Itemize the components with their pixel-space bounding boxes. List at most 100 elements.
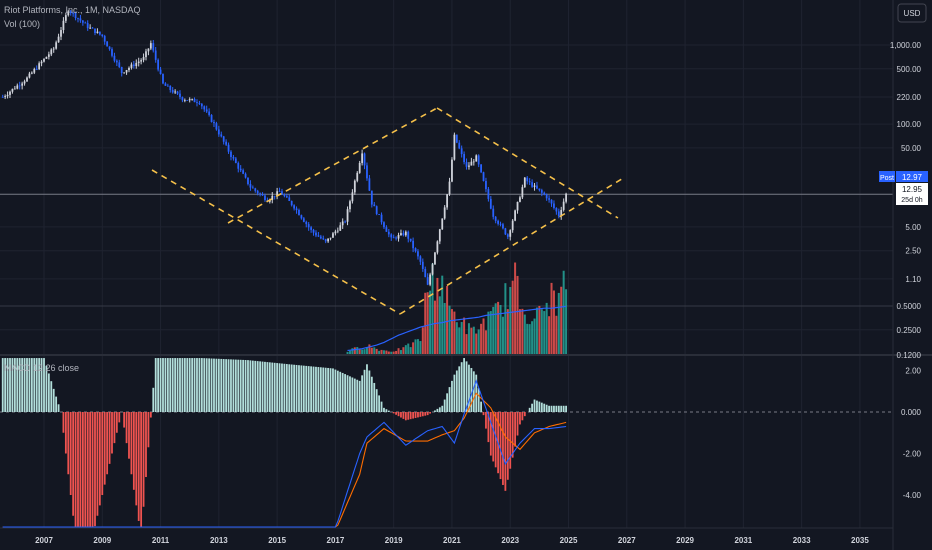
candle-body: [285, 196, 288, 198]
candle-body: [548, 198, 550, 200]
candle-body: [545, 194, 548, 199]
macd-histogram-bar: [344, 374, 347, 412]
volume-bar: [358, 349, 361, 355]
candle-body: [370, 190, 373, 205]
macd-histogram-bar: [378, 395, 381, 412]
macd-histogram-bar: [239, 359, 242, 412]
currency-button-frame[interactable]: [897, 3, 927, 23]
candle-body: [278, 191, 281, 193]
volume-bar: [499, 305, 502, 355]
macd-histogram-bar: [81, 412, 84, 527]
volume-bar: [426, 292, 429, 355]
price-tick-label[interactable]: 0.5000: [897, 302, 922, 311]
trendline-lower-left[interactable]: [151, 169, 401, 315]
macd-histogram-bar: [523, 412, 526, 417]
time-tick-label[interactable]: 2027: [618, 536, 636, 545]
price-tick-label[interactable]: 0.1200: [897, 351, 922, 360]
candle-body: [497, 220, 499, 224]
macd-histogram-bar: [310, 366, 313, 412]
macd-histogram-bar: [548, 405, 550, 412]
time-axis[interactable]: 2007 2009 2011 2013 2015 2017 2019 2021 2023 2025…: [35, 536, 869, 545]
candle-body: [50, 49, 53, 55]
macd-histogram-bar: [176, 358, 179, 412]
macd-histogram-bar: [28, 358, 31, 412]
price-tick-label[interactable]: 2.50: [905, 247, 921, 256]
trendline-upper-left[interactable]: [227, 107, 438, 224]
time-tick-label[interactable]: 2007: [35, 536, 53, 545]
macd-tick-label[interactable]: -2.00: [903, 450, 922, 459]
price-tick-label[interactable]: 50.00: [901, 144, 922, 153]
price-tick-label[interactable]: 100.00: [897, 120, 922, 129]
macd-legend[interactable]: MACD 12 26 close: [4, 363, 79, 373]
chart-title[interactable]: Riot Platforms, Inc., 1M, NASDAQ: [4, 5, 141, 15]
volume-bar: [501, 316, 504, 355]
time-tick-label[interactable]: 2021: [443, 536, 461, 545]
candle-body: [526, 177, 529, 182]
macd-histogram-bar: [531, 403, 533, 412]
macd-histogram-bar: [21, 358, 24, 412]
post-price-value: 12.97: [902, 173, 923, 182]
macd-tick-label[interactable]: 2.00: [905, 367, 921, 376]
time-tick-label[interactable]: 2015: [268, 536, 286, 545]
price-tick-label[interactable]: 1.10: [905, 275, 921, 284]
time-tick-label[interactable]: 2009: [93, 536, 111, 545]
candle-body: [35, 69, 38, 70]
candle-body: [489, 198, 492, 209]
macd-histogram-bar: [244, 360, 247, 412]
volume-bar: [448, 305, 451, 355]
candle-body: [40, 61, 43, 64]
candle-body: [13, 88, 16, 90]
macd-histogram-bar: [383, 407, 385, 412]
price-tick-label[interactable]: 5.00: [905, 223, 921, 232]
macd-tick-label[interactable]: -4.00: [903, 491, 922, 500]
candle-body: [115, 60, 118, 63]
macd-histogram-bar: [506, 412, 509, 480]
currency-button[interactable]: USD: [897, 3, 927, 23]
price-tick-label[interactable]: 0.2500: [897, 326, 922, 335]
time-tick-label[interactable]: 2011: [152, 536, 170, 545]
macd-histogram-bar: [152, 387, 155, 412]
volume-legend[interactable]: Vol (100): [4, 19, 40, 29]
candle-body: [434, 252, 436, 265]
price-tick-label[interactable]: 1,000.00: [890, 41, 922, 50]
candle-body: [421, 261, 424, 269]
price-axis[interactable]: 1,000.00 500.00 220.00 100.00 50.00 12.97 5.00…: [890, 41, 922, 360]
price-tick-label[interactable]: 500.00: [897, 65, 922, 74]
candle-body: [322, 238, 325, 240]
time-tick-label[interactable]: 2035: [851, 536, 869, 545]
macd-histogram-bar: [516, 412, 519, 436]
candle-body: [28, 73, 31, 78]
macd-tick-label[interactable]: 0.000: [901, 408, 922, 417]
volume-bar: [467, 323, 470, 355]
time-tick-label[interactable]: 2029: [676, 536, 694, 545]
candle-body: [125, 70, 128, 73]
time-tick-label[interactable]: 2023: [501, 536, 519, 545]
macd-histogram-bar: [149, 412, 152, 418]
time-tick-label[interactable]: 2013: [210, 536, 228, 545]
volume-bar: [424, 292, 427, 355]
time-tick-label[interactable]: 2017: [327, 536, 345, 545]
macd-histogram-bar: [295, 364, 298, 412]
time-tick-label[interactable]: 2025: [560, 536, 578, 545]
trendline-upper-right[interactable]: [436, 107, 619, 219]
macd-histogram-bar: [339, 371, 342, 412]
macd-histogram-bar: [327, 367, 330, 412]
macd-histogram-bar: [198, 358, 201, 412]
macd-histogram-bar: [346, 375, 349, 412]
candle-body: [162, 74, 164, 84]
volume-bar: [368, 344, 371, 355]
time-tick-label[interactable]: 2019: [385, 536, 403, 545]
currency-label[interactable]: USD: [904, 9, 921, 18]
price-layer: [1, 9, 567, 287]
time-tick-label[interactable]: 2031: [734, 536, 752, 545]
macd-histogram-bar: [285, 364, 288, 412]
volume-bar: [455, 322, 458, 355]
candle-body: [531, 182, 533, 187]
macd-axis[interactable]: 2.00 0.000 -2.00 -4.00: [901, 367, 922, 501]
time-tick-label[interactable]: 2033: [793, 536, 811, 545]
macd-histogram-bar: [52, 388, 55, 412]
macd-histogram-bar: [434, 410, 436, 412]
price-tick-label[interactable]: 220.00: [897, 93, 922, 102]
